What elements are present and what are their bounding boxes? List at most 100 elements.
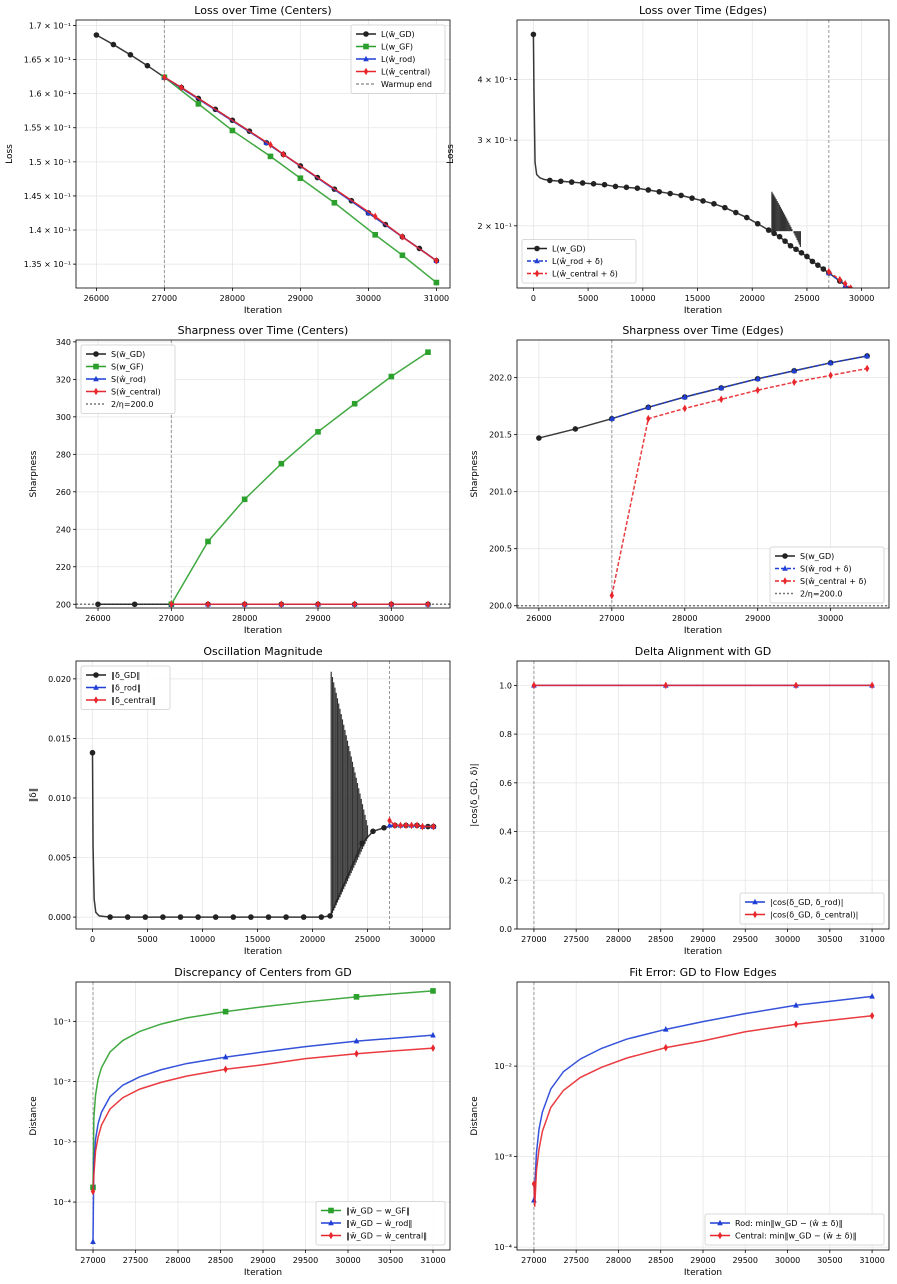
x-tick-label: 29500 (733, 935, 758, 944)
data-point-s-rod (645, 403, 652, 410)
y-axis-label: Distance (29, 1096, 39, 1136)
data-point-central (392, 821, 398, 830)
y-tick-label: 0.2 (499, 876, 512, 885)
x-tick-label: 5000 (578, 294, 598, 303)
x-tick-label: 30000 (849, 294, 874, 303)
data-point-l-w-gd (815, 262, 821, 268)
data-point-rod-min-w-gd (663, 1026, 669, 1032)
chart-p6: 27000 27500 28000 28500 29000 29500 30000 30500… (470, 645, 890, 957)
x-tick-label: 27500 (563, 1256, 588, 1265)
legend-box (769, 546, 885, 604)
data-point-gd (265, 914, 272, 920)
y-tick-label: 1.35 × 10⁻¹ (24, 260, 71, 269)
data-point-l-rod (870, 304, 876, 310)
legend-entry-label: S(ŵ_central + δ) (800, 577, 867, 586)
x-tick-label: 27000 (599, 614, 624, 623)
data-point-gd (230, 914, 237, 920)
x-tick-label: 28500 (648, 935, 673, 944)
x-tick-label: 29000 (288, 294, 313, 303)
y-tick-label: 0.8 (499, 730, 512, 739)
y-tick-label: 4 × 10⁻¹ (478, 75, 513, 84)
data-point-central-min-w-gd-w (793, 1020, 799, 1029)
data-point-l-w-gd (765, 227, 772, 233)
data-point-l-w-gf (297, 175, 304, 182)
legend-marker (717, 1231, 723, 1240)
chart-p3: 26000 27000 28000 29000 30000 200 220 240 260 280… (29, 324, 451, 636)
x-tick-label: 28000 (606, 1256, 631, 1265)
x-tick-label: 27000 (521, 935, 546, 944)
y-tick-label: 0.000 (48, 913, 71, 922)
data-point-l-w-gd (667, 190, 673, 197)
data-point-l-central (400, 233, 405, 241)
data-point-l-w-gd (743, 214, 750, 221)
y-tick-label: 10⁻³ (494, 1153, 512, 1162)
data-point-l-w-gd (656, 188, 663, 195)
data-point-w-gd-rod (430, 1031, 436, 1038)
data-point-l-w-gd (793, 246, 799, 253)
data-point-l-w-gd (809, 258, 816, 265)
data-point-w-gd-central (90, 1187, 96, 1196)
data-point-l-w-gf (331, 199, 338, 206)
legend-box (315, 1201, 446, 1246)
x-tick-label: 31000 (420, 1256, 445, 1265)
plot-area (530, 20, 876, 310)
data-point-l-w-gd (568, 179, 575, 185)
y-tick-label: 0.015 (48, 734, 71, 743)
legend-entry-label: S(w_GF) (111, 363, 144, 372)
data-point-l-w-gd (127, 51, 134, 58)
data-point-l-w-gd (798, 250, 805, 256)
data-point-gd (318, 914, 325, 920)
x-axis-label: Iteration (244, 626, 282, 636)
data-point-w-gd-central (354, 1049, 359, 1058)
chart-title: Discrepancy of Centers from GD (174, 966, 352, 979)
y-axis-label: Loss (5, 144, 15, 164)
x-tick-label: 30000 (379, 614, 404, 623)
x-tick-label: 30000 (356, 294, 381, 303)
legend-marker (363, 67, 369, 76)
x-tick-label: 28500 (648, 1256, 673, 1265)
data-point-w-gd-central (223, 1065, 228, 1074)
data-point-s-central (242, 600, 247, 608)
data-point-s-rod (681, 393, 688, 400)
series-line-central-min-w-gd-w (533, 1015, 873, 1207)
data-point-central (431, 822, 436, 831)
y-tick-label: 0.0 (499, 925, 512, 934)
x-tick-label: 10000 (190, 935, 215, 944)
data-point-l-central (870, 302, 874, 310)
x-tick-label: 28500 (208, 1256, 233, 1265)
data-point-l-w-gd (612, 183, 619, 190)
x-tick-label: 5000 (137, 935, 157, 944)
x-tick-label: 29500 (293, 1256, 318, 1265)
x-tick-label: 29000 (305, 614, 330, 623)
y-tick-label: 200.5 (489, 545, 512, 554)
chart-title: Oscillation Magnitude (203, 645, 322, 658)
legend-box (704, 1213, 885, 1246)
data-point-gd (370, 828, 376, 835)
data-point-l-w-gd (623, 184, 630, 191)
x-tick-label: 30000 (775, 935, 800, 944)
legend-marker (752, 910, 758, 919)
legend-marker (782, 577, 788, 585)
x-tick-label: 20000 (740, 294, 765, 303)
plot-area (89, 661, 437, 929)
y-axis-label: |cos(δ_GD, δ)| (470, 763, 480, 826)
legend-entry-label: ‖w̄_GD − w_GF‖ (346, 1207, 410, 1216)
data-point-central (420, 822, 425, 831)
data-point-s-central (352, 600, 357, 608)
x-axis-label: Iteration (684, 626, 722, 636)
data-point-l-w-gf (372, 232, 378, 238)
legend-entry-label: ‖δ_rod‖ (111, 684, 141, 693)
data-point-l-w-gf (229, 127, 236, 134)
data-point-w-gd-central (430, 1044, 436, 1052)
series-line-w-gd-central (92, 1047, 434, 1192)
data-point-s-central (609, 591, 615, 600)
y-axis-label: Sharpness (470, 450, 480, 497)
legend-marker (93, 672, 99, 678)
legend-marker (363, 55, 369, 62)
data-point-l-central (373, 212, 378, 221)
legend-entry-label: |cos(δ_GD, δ_central)| (770, 911, 858, 920)
y-tick-label: 10⁻³ (53, 1138, 71, 1147)
chart-title: Delta Alignment with GD (635, 645, 772, 658)
series-line-s-central (611, 367, 868, 596)
data-point-central-min-w-gd-w (663, 1043, 668, 1052)
